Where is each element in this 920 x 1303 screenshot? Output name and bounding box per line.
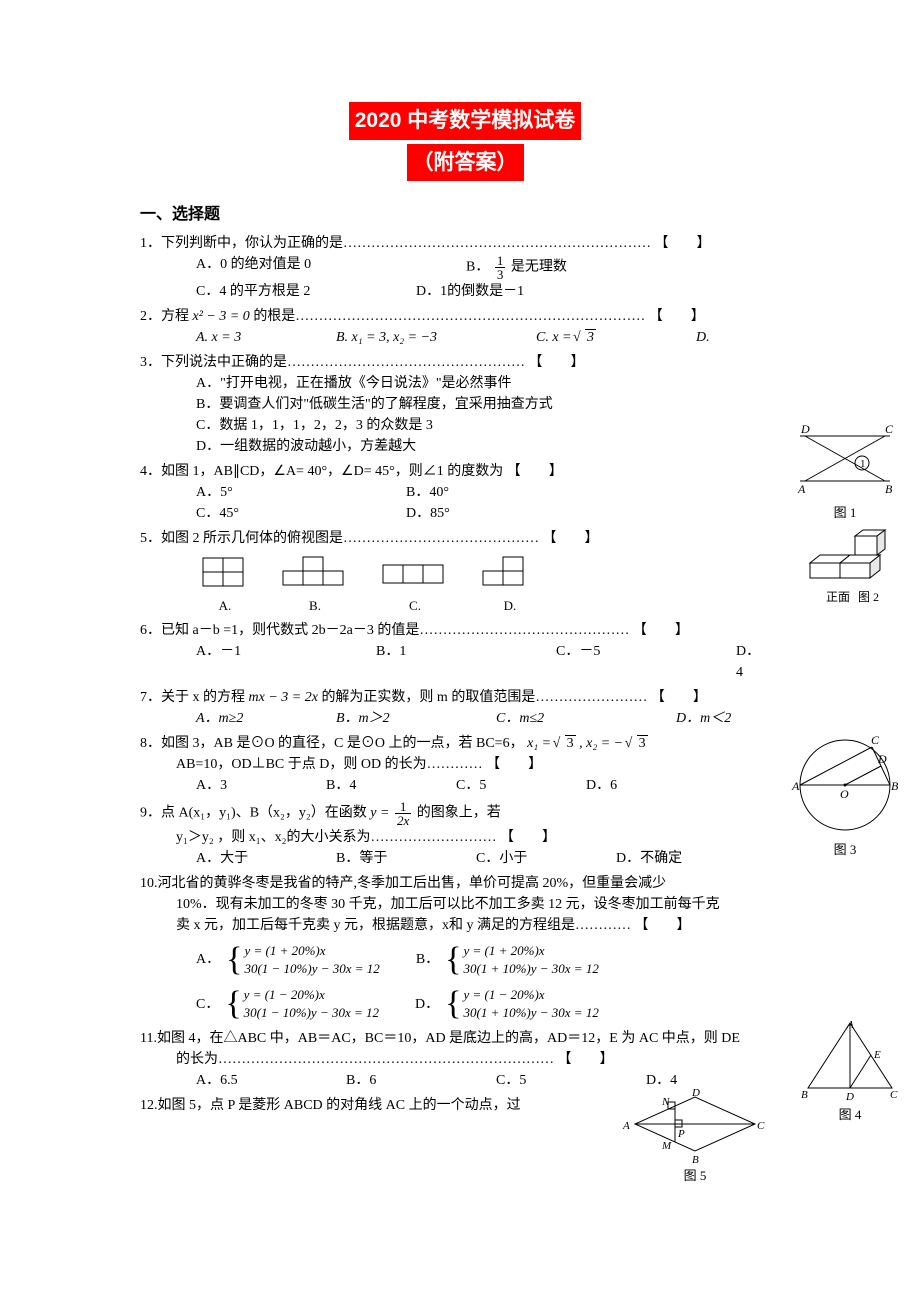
svg-text:B: B [692,1154,699,1164]
figure-3: A B C D O 图 3 [790,733,900,860]
svg-text:A: A [846,1019,854,1031]
q10-opt-a: A． { y = (1 + 20%)x 30(1 − 10%)y − 30x =… [196,940,386,980]
q2-opt-b: B. x₁ = 3, x₂ = −3 [336,327,496,348]
q11-opt-b: B．6 [346,1070,456,1091]
q6-opt-a: A．－1 [196,641,336,683]
q8-opt-c: C．5 [456,775,546,796]
q4-opt-c: C．45° [196,503,366,524]
svg-text:B: B [801,1089,808,1101]
question-6: 6．已知 a－b =1，则代数式 2b－2a－3 的值是………………………………… [140,620,790,683]
q5-opt-a: A. [200,555,250,616]
q2-opt-d: D. [696,327,710,348]
figure-5: A B C D M N P 图 5 [620,1089,770,1186]
svg-text:B: B [885,482,893,496]
svg-text:D: D [800,422,810,436]
title-block: 2020 中考数学模拟试卷 （附答案） [140,100,790,183]
svg-text:A: A [791,779,800,793]
q3-opt-b: B．要调查人们对"低碳生活"的了解程度，宜采用抽查方式 [140,394,790,415]
svg-text:P: P [677,1128,685,1140]
q3-opt-d: D．一组数据的波动越小，方差越大 [140,436,790,457]
q1-opt-b: B． 1 3 是无理数 [466,254,567,281]
figure-4: A B C D E 图 4 [800,1018,900,1125]
q1-opt-a: A．0 的绝对值是 0 [196,254,426,281]
q5-opt-d: D. [480,555,540,616]
title-line2: （附答案） [407,144,524,182]
svg-text:O: O [840,787,849,801]
q7-opt-c: C．m≤2 [496,708,636,729]
figure-2: 正面 图 2 [805,528,900,606]
svg-text:A: A [622,1120,630,1132]
svg-text:D: D [877,752,887,766]
svg-text:A: A [797,482,806,496]
svg-text:C: C [871,733,880,747]
q11-opt-c: C．5 [496,1070,606,1091]
svg-text:C: C [890,1089,898,1101]
fraction-icon: 1 2x [395,800,411,827]
svg-text:E: E [873,1049,881,1061]
svg-text:N: N [661,1096,670,1108]
question-2: 2．方程 x² − 3 = 0 的根是………………………………………………………… [140,306,790,348]
title-line1: 2020 中考数学模拟试卷 [349,102,582,140]
question-1: 1．下列判断中，你认为正确的是………………………………………………………… 【 … [140,233,790,302]
question-9: 9．点 A(x₁，y₁)、B（x₂，y₂）在函数 y = 1 2x 的图象上，若… [140,800,790,869]
q7-opt-a: A．m≥2 [196,708,296,729]
question-12: A B C D M N P 图 5 12.如图 5，点 P 是菱形 ABCD 的… [140,1095,790,1175]
question-8: A B C D O 图 3 8．如图 3，AB 是⊙O 的直径，C 是⊙O 上的… [140,733,790,796]
question-5: 正面 图 2 5．如图 2 所示几何体的俯视图是…………………………………… 【… [140,528,790,616]
q6-opt-c: C．－5 [556,641,696,683]
q10-opt-b: B． { y = (1 + 20%)x 30(1 + 10%)y − 30x =… [416,940,605,980]
q6-opt-b: B．1 [376,641,516,683]
q3-opt-c: C．数据 1，1，1，2，2，3 的众数是 3 [140,415,790,436]
q2-opt-c: C. x = 3 [536,327,656,348]
svg-text:C: C [757,1120,765,1132]
svg-text:D: D [691,1089,700,1099]
q9-opt-a: A．大于 [196,848,296,869]
question-4: D C A B 1 图 1 4．如图 1，AB∥CD，∠A= 40°，∠D= 4… [140,461,790,524]
figure-1: D C A B 1 图 1 [790,421,900,523]
q1-opt-d: D．1的倒数是－1 [416,281,524,302]
question-3: 3．下列说法中正确的是…………………………………………… 【 】 A．"打开电视… [140,352,790,457]
q1-stem: 1．下列判断中，你认为正确的是………………………………………………………… [140,236,651,251]
q5-opt-c: C. [380,555,450,616]
section-heading-1: 一、选择题 [140,203,790,227]
q7-opt-b: B．m＞2 [336,708,456,729]
q1-opt-c: C．4 的平方根是 2 [196,281,376,302]
svg-text:C: C [885,422,894,436]
q4-opt-a: A．5° [196,482,366,503]
answer-bracket: 【 】 [655,236,711,251]
q9-opt-d: D．不确定 [616,848,682,869]
question-10: 10.河北省的黄骅冬枣是我省的特产,冬季加工后出售，单价可提高 20%，但重量会… [140,873,790,1025]
svg-text:1: 1 [860,458,866,470]
q5-opt-b: B. [280,555,350,616]
fraction-icon: 1 3 [495,254,506,281]
svg-text:M: M [661,1140,672,1152]
q10-opt-c: C． { y = (1 − 20%)x 30(1 − 10%)y − 30x =… [196,984,385,1024]
q8-opt-d: D．6 [586,775,617,796]
q7-opt-d: D．m＜2 [676,708,731,729]
question-7: 7．关于 x 的方程 mx − 3 = 2x 的解为正实数，则 m 的取值范围是… [140,687,790,729]
q8-opt-a: A．3 [196,775,286,796]
q6-opt-d: D．4 [736,641,760,683]
q9-opt-c: C．小于 [476,848,576,869]
svg-text:D: D [845,1091,854,1103]
q4-opt-d: D．85° [406,503,450,524]
q3-opt-a: A．"打开电视，正在播放《今日说法》"是必然事件 [140,373,790,394]
q4-opt-b: B．40° [406,482,449,503]
q2-opt-a: A. x = 3 [196,327,296,348]
question-11: A B C D E 图 4 11.如图 4，在△ABC 中，AB＝AC，BC＝1… [140,1028,790,1091]
q10-opt-d: D． { y = (1 − 20%)x 30(1 + 10%)y − 30x =… [415,984,605,1024]
q8-opt-b: B．4 [326,775,416,796]
q11-opt-a: A．6.5 [196,1070,306,1091]
svg-text:B: B [891,779,899,793]
q11-opt-d: D．4 [646,1070,677,1091]
q9-opt-b: B．等于 [336,848,436,869]
